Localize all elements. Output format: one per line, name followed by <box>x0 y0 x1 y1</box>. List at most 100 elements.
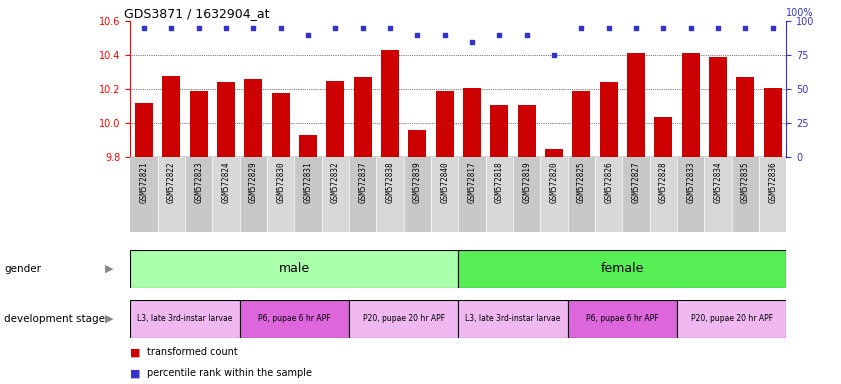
Text: GSM572839: GSM572839 <box>413 161 422 203</box>
Bar <box>162 76 180 157</box>
Bar <box>486 157 513 232</box>
Text: P6, pupae 6 hr APF: P6, pupae 6 hr APF <box>586 314 659 323</box>
Bar <box>513 157 540 232</box>
Point <box>301 31 315 38</box>
Text: GSM572837: GSM572837 <box>358 161 368 203</box>
Text: GSM572828: GSM572828 <box>659 161 668 203</box>
Text: GSM572838: GSM572838 <box>385 161 394 203</box>
Point <box>383 25 397 31</box>
Text: GSM572818: GSM572818 <box>495 161 504 203</box>
Bar <box>573 91 590 157</box>
Text: GSM572819: GSM572819 <box>522 161 532 203</box>
Bar <box>458 300 568 338</box>
Bar <box>709 57 727 157</box>
Point <box>766 25 780 31</box>
Bar <box>354 77 372 157</box>
Text: GSM572825: GSM572825 <box>577 161 586 203</box>
Bar <box>677 157 704 232</box>
Text: ■: ■ <box>130 368 140 379</box>
Point <box>465 38 479 45</box>
Text: GSM572833: GSM572833 <box>686 161 696 203</box>
Point <box>438 31 452 38</box>
Bar <box>568 157 595 232</box>
Bar <box>349 157 376 232</box>
Bar <box>157 157 185 232</box>
Bar <box>240 157 267 232</box>
Text: L3, late 3rd-instar larvae: L3, late 3rd-instar larvae <box>137 314 233 323</box>
Bar <box>130 157 157 232</box>
Bar <box>732 157 759 232</box>
Text: GSM572822: GSM572822 <box>167 161 176 203</box>
Text: P20, pupae 20 hr APF: P20, pupae 20 hr APF <box>362 314 445 323</box>
Text: GSM572823: GSM572823 <box>194 161 204 203</box>
Bar <box>518 104 536 157</box>
Bar <box>654 117 672 157</box>
Bar <box>627 53 645 157</box>
Bar <box>463 88 481 157</box>
Bar <box>677 300 786 338</box>
Bar <box>267 157 294 232</box>
Bar <box>272 93 289 157</box>
Text: GSM572835: GSM572835 <box>741 161 750 203</box>
Bar <box>622 157 649 232</box>
Point <box>356 25 369 31</box>
Bar <box>294 157 321 232</box>
Bar <box>409 130 426 157</box>
Point <box>165 25 178 31</box>
Point <box>520 31 533 38</box>
Text: female: female <box>600 262 644 275</box>
Bar <box>321 157 349 232</box>
Text: development stage: development stage <box>4 314 105 324</box>
Bar <box>130 250 458 288</box>
Bar <box>490 104 508 157</box>
Bar <box>212 157 240 232</box>
Text: percentile rank within the sample: percentile rank within the sample <box>147 368 312 379</box>
Bar <box>737 77 754 157</box>
Bar <box>540 157 568 232</box>
Bar <box>545 149 563 157</box>
Text: ▶: ▶ <box>105 264 114 274</box>
Text: GSM572821: GSM572821 <box>140 161 149 203</box>
Text: GSM572829: GSM572829 <box>249 161 258 203</box>
Bar <box>704 157 732 232</box>
Point <box>329 25 342 31</box>
Point <box>738 25 752 31</box>
Text: P6, pupae 6 hr APF: P6, pupae 6 hr APF <box>258 314 331 323</box>
Bar <box>130 300 240 338</box>
Point <box>220 25 233 31</box>
Bar <box>436 91 453 157</box>
Bar <box>764 88 781 157</box>
Text: ■: ■ <box>130 347 140 358</box>
Bar <box>568 300 677 338</box>
Point <box>246 25 260 31</box>
Text: GSM572824: GSM572824 <box>221 161 230 203</box>
Text: GSM572832: GSM572832 <box>331 161 340 203</box>
Bar <box>404 157 431 232</box>
Point <box>192 25 205 31</box>
Bar <box>326 81 344 157</box>
Point <box>711 25 725 31</box>
Bar <box>299 135 317 157</box>
Text: ▶: ▶ <box>105 314 114 324</box>
Point <box>629 25 643 31</box>
Bar <box>458 250 786 288</box>
Bar <box>185 157 212 232</box>
Text: GSM572826: GSM572826 <box>604 161 613 203</box>
Point <box>493 31 506 38</box>
Bar <box>245 79 262 157</box>
Bar <box>381 50 399 157</box>
Text: GSM572827: GSM572827 <box>632 161 641 203</box>
Bar <box>431 157 458 232</box>
Point <box>410 31 424 38</box>
Point <box>274 25 288 31</box>
Bar <box>458 157 486 232</box>
Bar <box>682 53 700 157</box>
Text: GSM572817: GSM572817 <box>468 161 477 203</box>
Point <box>137 25 151 31</box>
Bar <box>376 157 404 232</box>
Bar <box>190 91 208 157</box>
Bar <box>759 157 786 232</box>
Text: L3, late 3rd-instar larvae: L3, late 3rd-instar larvae <box>465 314 561 323</box>
Text: GSM572840: GSM572840 <box>440 161 449 203</box>
Text: GSM572820: GSM572820 <box>549 161 558 203</box>
